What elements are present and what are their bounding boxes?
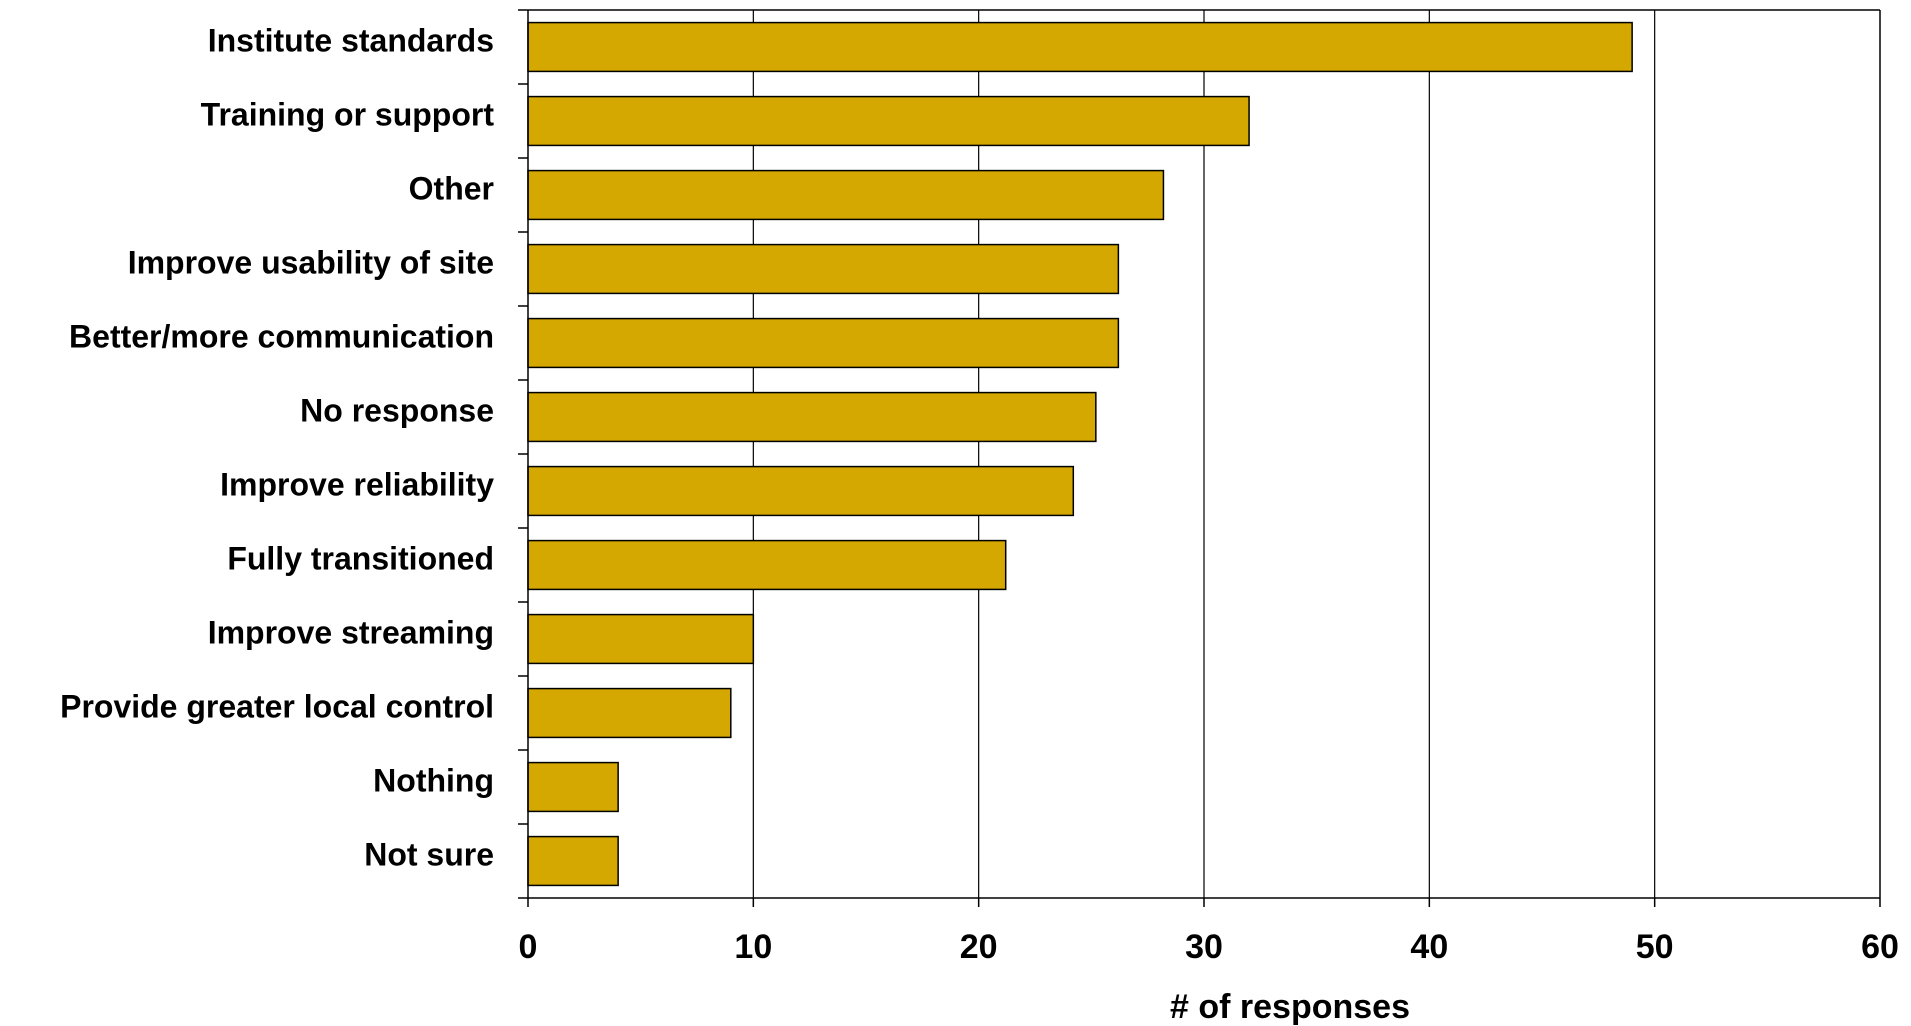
bar <box>527 169 1165 221</box>
category-label: Nothing <box>373 762 494 798</box>
category-label: Fully transitioned <box>227 540 494 576</box>
category-label: Not sure <box>364 836 494 872</box>
bar <box>527 687 732 739</box>
bar <box>527 391 1097 443</box>
category-label: No response <box>300 392 494 428</box>
bar <box>527 465 1075 517</box>
x-tick-label: 10 <box>734 928 772 966</box>
bar <box>527 761 619 813</box>
bar <box>527 317 1120 369</box>
bar <box>527 95 1250 147</box>
x-tick-label: 20 <box>960 928 998 966</box>
axes <box>518 9 1881 907</box>
bars <box>527 21 1633 887</box>
x-axis-title: # of responses <box>1170 988 1410 1026</box>
category-label: Training or support <box>201 96 495 132</box>
bar <box>527 835 619 887</box>
gridlines <box>752 10 1656 898</box>
category-label: Better/more communication <box>69 318 494 354</box>
x-tick-labels: 0 10 20 30 40 50 60 <box>519 928 1899 966</box>
x-tick-label: 0 <box>519 928 538 966</box>
category-labels: Institute standards Training or support Ot… <box>60 22 494 872</box>
bar <box>527 613 755 665</box>
bar <box>527 243 1120 295</box>
category-label: Improve streaming <box>208 614 494 650</box>
category-label: Improve usability of site <box>128 244 494 280</box>
bar <box>527 21 1633 73</box>
category-label: Provide greater local control <box>60 688 494 724</box>
x-tick-label: 50 <box>1636 928 1674 966</box>
x-tick-label: 30 <box>1185 928 1223 966</box>
x-tick-label: 40 <box>1410 928 1448 966</box>
bar <box>527 539 1007 591</box>
x-tick-label: 60 <box>1861 928 1899 966</box>
category-label: Institute standards <box>208 22 494 58</box>
category-label: Other <box>409 170 494 206</box>
category-label: Improve reliability <box>220 466 494 502</box>
